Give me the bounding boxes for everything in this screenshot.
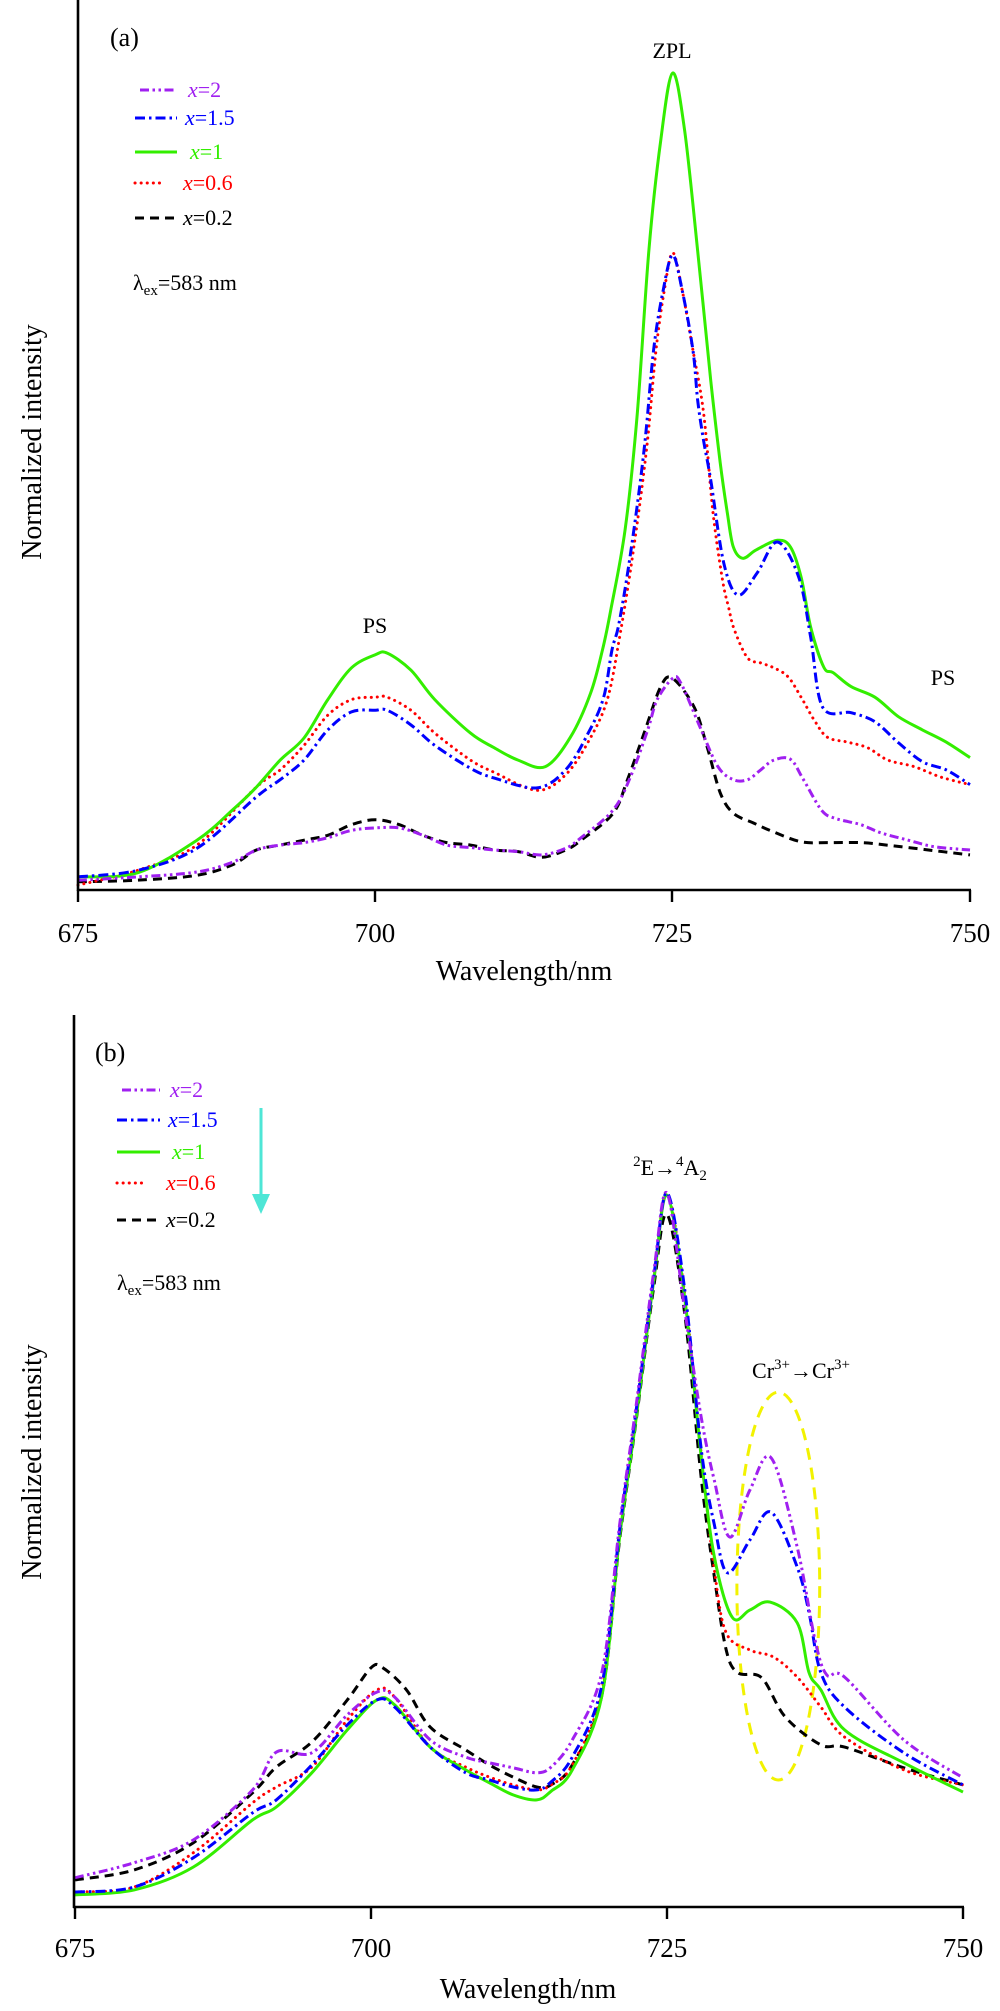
legend-label: x=2 — [169, 1077, 203, 1102]
panel-b: 675 700 725 750 Wavelength/nm Normalized… — [17, 1015, 983, 2005]
legend-label-value: =1 — [200, 139, 223, 164]
panel-label: (a) — [110, 23, 139, 52]
legend-label-value: =0.6 — [193, 170, 233, 195]
legend-label-variable: x — [187, 77, 198, 102]
legend-label-value: =0.6 — [176, 1170, 216, 1195]
panel-a: 675 700 725 750 Wavelength/nm Normalized… — [17, 0, 990, 987]
legend-label: x=1.5 — [184, 105, 235, 130]
legend-label: x=0.2 — [165, 1207, 216, 1232]
annotation-ps-right: PS — [931, 665, 955, 690]
legend-item-x-1-5: x=1.5 — [135, 105, 235, 130]
plot-area-b — [73, 1191, 965, 1897]
legend-label-variable: x — [169, 1077, 180, 1102]
legend-label-variable: x — [189, 139, 200, 164]
x-tick-label: 750 — [950, 918, 991, 948]
legend-label-variable: x — [182, 170, 193, 195]
legend-label-value: =1.5 — [178, 1107, 218, 1132]
legend-item-x-2: x=2 — [140, 77, 221, 102]
x-tick-label: 725 — [647, 1933, 688, 1963]
panel-label: (b) — [95, 1038, 125, 1067]
lower-state: A — [684, 1155, 700, 1180]
excitation-wavelength-label: λex=583 nm — [133, 270, 237, 299]
legend-label-variable: x — [165, 1207, 176, 1232]
legend-label-value: =1 — [182, 1139, 205, 1164]
legend-item-x-1: x=1 — [135, 139, 223, 164]
highlight-ellipse — [735, 1390, 822, 1782]
x-tick-label: 675 — [58, 918, 99, 948]
plot-area-a — [76, 71, 972, 887]
transition-arrow: → — [654, 1155, 676, 1180]
legend-item-x-2: x=2 — [122, 1077, 203, 1102]
legend-label-variable: x — [184, 105, 195, 130]
decreasing-x-arrow-icon — [252, 1108, 270, 1214]
legend-item-x-0-6: x=0.6 — [133, 170, 233, 195]
x-axis-title: Wavelength/nm — [436, 956, 613, 987]
legend-label-value: =0.2 — [176, 1207, 216, 1232]
lambda-symbol: λ — [117, 1270, 128, 1295]
x-tick-label: 750 — [943, 1933, 984, 1963]
lambda-subscript: ex — [144, 283, 159, 299]
upper-state: E — [641, 1155, 654, 1180]
series-line-x-1 — [77, 71, 971, 879]
ion-charge: 3+ — [774, 1357, 790, 1373]
ion-charge: 3+ — [834, 1357, 850, 1373]
legend: x=2 x=1.5 x=1 x=0.6 x=0.2 — [133, 77, 235, 230]
legend-item-x-1-5: x=1.5 — [117, 1107, 218, 1132]
y-axis-title: Normalized intensity — [17, 324, 48, 560]
legend-item-x-0-2: x=0.2 — [135, 205, 233, 230]
legend-label: x=1 — [189, 139, 223, 164]
arrow-head-icon — [252, 1194, 270, 1214]
annotation-zpl: ZPL — [652, 38, 691, 63]
x-axis-title: Wavelength/nm — [440, 1974, 617, 2005]
lower-subscript: 2 — [699, 1168, 707, 1184]
series-line-x-2 — [77, 675, 971, 882]
legend-label-variable: x — [165, 1170, 176, 1195]
legend: x=2 x=1.5 x=1 x=0.6 x=0.2 — [115, 1077, 270, 1232]
legend-item-x-0-6: x=0.6 — [115, 1170, 216, 1195]
legend-label-value: =0.2 — [193, 205, 233, 230]
lambda-symbol: λ — [133, 270, 144, 295]
legend-label: x=0.6 — [182, 170, 233, 195]
legend-label-value: =2 — [180, 1077, 203, 1102]
legend-label: x=2 — [187, 77, 221, 102]
legend-item-x-1: x=1 — [117, 1139, 205, 1164]
annotation-cr-cr-transfer: Cr3+→Cr3+ — [752, 1357, 850, 1383]
legend-label: x=1 — [171, 1139, 205, 1164]
transfer-arrow: → — [790, 1358, 812, 1383]
x-tick-label: 700 — [351, 1933, 392, 1963]
legend-label: x=0.6 — [165, 1170, 216, 1195]
series-line-x-1-5 — [77, 253, 971, 879]
series-line-x-0-2 — [77, 675, 971, 884]
legend-item-x-0-2: x=0.2 — [117, 1207, 216, 1232]
series-line-x-2 — [74, 1191, 964, 1880]
excitation-wavelength-label: λex=583 nm — [117, 1270, 221, 1299]
series-line-x-0-6 — [73, 1191, 965, 1894]
series-line-x-0-2 — [74, 1212, 964, 1882]
upper-multiplicity: 2 — [633, 1154, 641, 1170]
lower-multiplicity: 4 — [676, 1154, 684, 1170]
y-axis-title: Normalized intensity — [17, 1344, 48, 1580]
legend-label-value: =2 — [198, 77, 221, 102]
x-tick-label: 675 — [55, 1933, 96, 1963]
legend-label-value: =1.5 — [195, 105, 235, 130]
excitation-value: =583 nm — [158, 270, 237, 295]
x-tick-label: 725 — [652, 918, 693, 948]
legend-label: x=0.2 — [182, 205, 233, 230]
x-tick-label: 700 — [355, 918, 396, 948]
lambda-subscript: ex — [128, 1283, 143, 1299]
series-line-x-0-6 — [76, 251, 972, 887]
series-line-x-1-5 — [74, 1191, 964, 1894]
annotation-transition-2e-4a2: 2E→4A2 — [633, 1154, 707, 1184]
ion-symbol: Cr — [752, 1358, 775, 1383]
legend-label: x=1.5 — [167, 1107, 218, 1132]
legend-label-variable: x — [167, 1107, 178, 1132]
annotation-ps-left: PS — [363, 613, 387, 638]
excitation-value: =583 nm — [142, 1270, 221, 1295]
legend-label-variable: x — [182, 205, 193, 230]
ion-symbol: Cr — [812, 1358, 835, 1383]
legend-label-variable: x — [171, 1139, 182, 1164]
